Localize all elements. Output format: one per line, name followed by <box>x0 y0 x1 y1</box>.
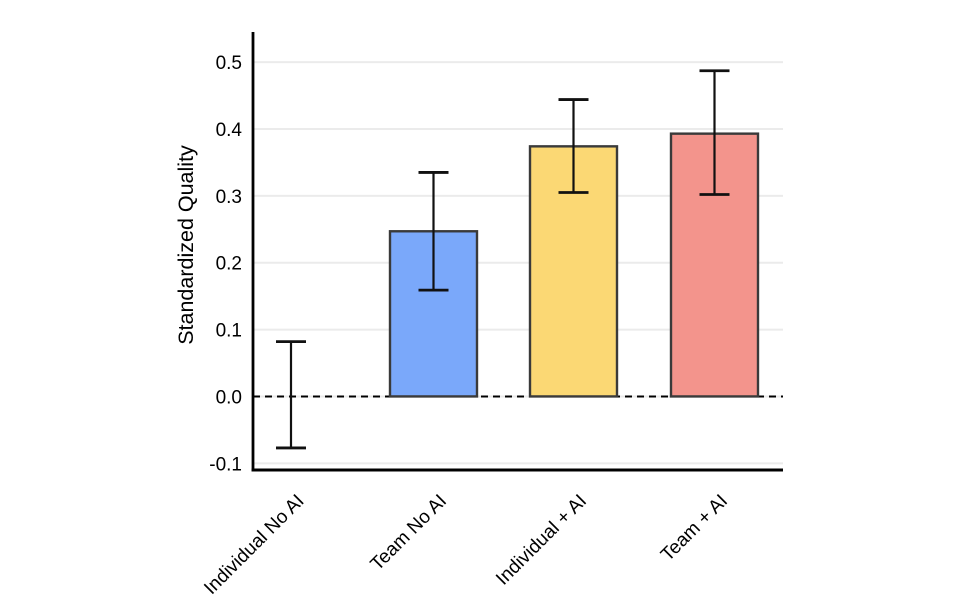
y-tick-label: 0.1 <box>216 321 242 342</box>
y-axis-title: Standardized Quality <box>174 145 198 345</box>
x-category-label: Team No AI <box>367 491 451 575</box>
y-tick-label: 0.0 <box>216 387 242 408</box>
x-category-label: Individual No AI <box>200 491 308 599</box>
x-category-label: Team + AI <box>657 491 732 566</box>
y-tick-label: 0.5 <box>216 53 242 74</box>
y-tick-label: 0.2 <box>216 254 242 275</box>
y-tick-label: 0.3 <box>216 187 242 208</box>
x-category-label: Individual + AI <box>492 491 591 590</box>
y-tick-label: -0.1 <box>209 454 242 475</box>
y-tick-label: 0.4 <box>216 120 243 141</box>
